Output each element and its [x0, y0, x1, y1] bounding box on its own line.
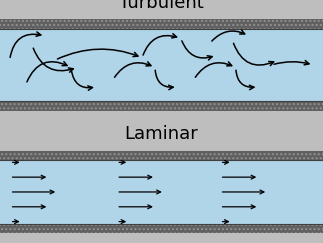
Bar — [0, 151, 323, 160]
Text: Turbulent: Turbulent — [119, 0, 204, 12]
Bar — [0, 19, 323, 29]
Bar — [0, 19, 323, 29]
Bar — [0, 160, 323, 224]
Bar — [0, 224, 323, 233]
Bar — [0, 29, 323, 101]
Bar — [0, 224, 323, 233]
Bar — [0, 151, 323, 160]
Bar — [0, 101, 323, 111]
Text: Laminar: Laminar — [125, 125, 198, 143]
Bar — [0, 101, 323, 111]
